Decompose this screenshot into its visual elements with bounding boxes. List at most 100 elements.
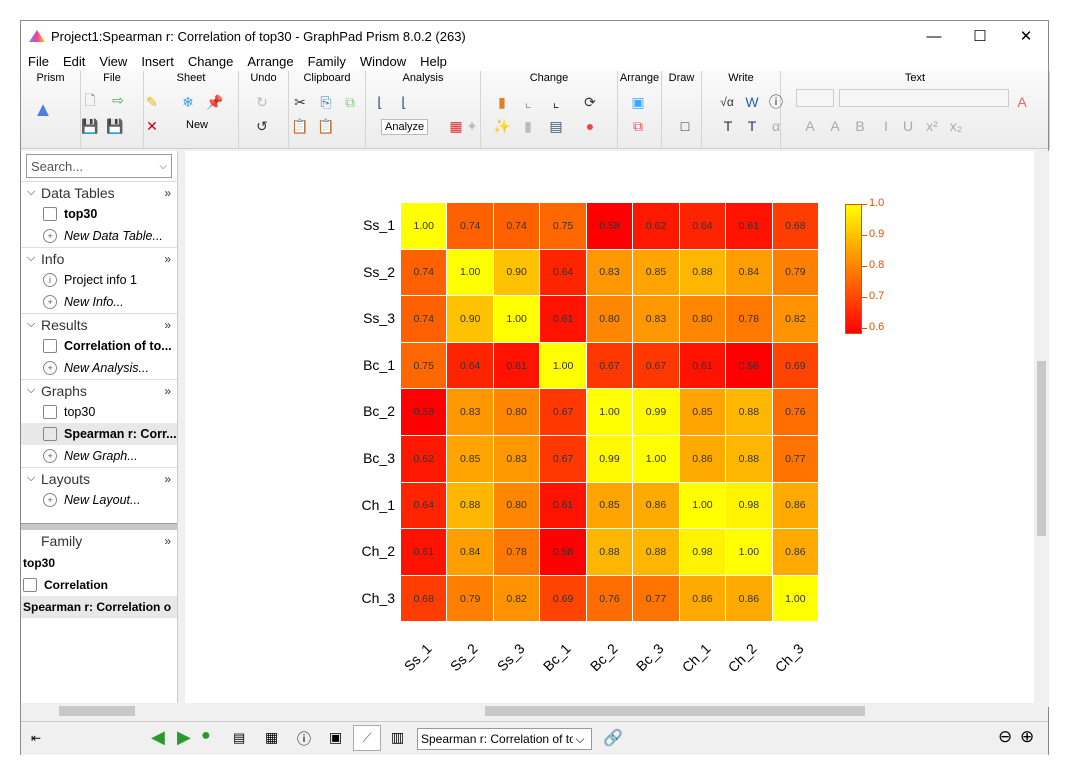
superscript-icon[interactable]: x² (926, 118, 938, 134)
new-sheet-button[interactable]: New (186, 119, 209, 131)
panel-splitter[interactable] (21, 523, 177, 530)
menu-window[interactable]: Window (359, 53, 407, 69)
collapse-icon[interactable]: » (164, 251, 171, 266)
paste-options-icon[interactable]: 📋 (317, 117, 335, 134)
section-info[interactable]: ⌵ Info » (21, 247, 177, 269)
sidebar-item[interactable]: + New Analysis... (21, 357, 177, 379)
rectangle-icon[interactable]: □ (680, 118, 690, 134)
menu-family[interactable]: Family (307, 53, 346, 69)
chevron-down-icon[interactable]: ⌵ (26, 252, 36, 264)
family-item[interactable]: top30 (21, 552, 177, 574)
new-file-icon[interactable]: 🗋 (84, 92, 96, 108)
text-box-icon[interactable]: T (747, 118, 757, 134)
vertical-scrollbar[interactable] (1034, 151, 1049, 707)
horizontal-scrollbar[interactable] (185, 703, 1034, 719)
analysis-2-icon[interactable]: ⌊ (401, 93, 407, 110)
zoom-in-icon[interactable]: ⊕ (1020, 727, 1035, 746)
sidebar-item[interactable]: + New Info... (21, 291, 177, 313)
paste-special-icon[interactable]: ⧉ (345, 93, 355, 110)
data-tables-tab-icon[interactable]: ▦ (265, 729, 279, 745)
font-family-select[interactable] (839, 89, 1009, 107)
minimize-button[interactable]: — (926, 27, 942, 45)
menu-arrange[interactable]: Arrange (247, 53, 294, 69)
collapse-icon[interactable]: » (164, 317, 171, 332)
graphs-tab-icon[interactable]: ⟋ (353, 725, 381, 751)
paste-icon[interactable]: 📋 (291, 117, 309, 134)
chevron-down-icon[interactable]: ⌵ (26, 318, 36, 330)
sidebar-hscrollbar[interactable] (21, 703, 178, 719)
axis-icon[interactable]: ⌞ (524, 93, 532, 110)
collapse-icon[interactable]: » (164, 471, 171, 486)
link-icon[interactable]: 🔗 (603, 730, 623, 747)
chevron-down-icon[interactable]: ⌵ (26, 384, 36, 396)
sidebar-item[interactable]: + New Layout... (21, 489, 177, 511)
maximize-button[interactable]: ☐ (973, 28, 987, 45)
close-button[interactable]: ✕ (1019, 28, 1033, 45)
menu-file[interactable]: File (28, 53, 49, 69)
sidebar-toggle-icon[interactable]: ⇤ (31, 731, 42, 745)
sidebar-item[interactable]: i Project info 1 (21, 269, 177, 291)
family-header[interactable]: Family » (21, 530, 177, 552)
menu-help[interactable]: Help (420, 53, 447, 69)
text-icon[interactable]: T (723, 118, 733, 134)
font-grow-icon[interactable]: A (805, 118, 815, 134)
font-size-select[interactable] (796, 89, 834, 107)
pin-icon[interactable]: 📌 (206, 93, 224, 110)
analyze-button[interactable]: Analyze (381, 119, 429, 135)
save-as-icon[interactable]: 💾 (106, 117, 124, 134)
sidebar-item[interactable]: Spearman r: Corr... (21, 423, 177, 445)
menu-view[interactable]: View (99, 53, 128, 69)
sidebar-item[interactable]: top30 (21, 401, 177, 423)
freeze-icon[interactable]: ❄ (182, 93, 194, 110)
menu-change[interactable]: Change (187, 53, 234, 69)
collapse-icon[interactable]: » (164, 383, 171, 398)
previous-sheet-icon[interactable]: ◀ (151, 727, 165, 747)
family-item[interactable]: Correlation (21, 574, 177, 596)
color-scheme-icon[interactable]: ● (585, 118, 595, 134)
save-icon[interactable]: 💾 (81, 117, 99, 134)
font-shrink-icon[interactable]: A (830, 118, 840, 134)
chevron-down-icon[interactable]: ⌵ (26, 186, 36, 198)
sidebar-item[interactable]: + New Data Table... (21, 225, 177, 247)
undo-icon[interactable]: ↺ (256, 117, 268, 134)
rotate-icon[interactable]: ⟳ (584, 93, 596, 110)
arrange-icon[interactable]: ▣ (631, 93, 645, 110)
family-item[interactable]: Spearman r: Correlation o (21, 596, 177, 618)
sheet-select[interactable]: Spearman r: Correlation of top3 ⌵ (417, 728, 592, 750)
find-sheet-icon[interactable]: ● (201, 727, 211, 744)
layouts-tab-icon[interactable]: ▥ (391, 729, 405, 745)
collapse-icon[interactable]: » (164, 534, 171, 548)
magic-icon[interactable]: ✨ (493, 117, 511, 134)
search-input[interactable]: Search... ⌵ (26, 154, 172, 178)
prism-menu-icon[interactable]: ▲ (33, 98, 53, 121)
gallery-icon[interactable]: ▤ (233, 730, 246, 745)
zoom-out-icon[interactable]: ⊖ (998, 727, 1013, 746)
wand-icon[interactable]: ✦ (466, 117, 478, 134)
change-graph-icon[interactable]: ▮ (498, 93, 506, 110)
cut-icon[interactable]: ✂ (294, 93, 306, 110)
table-icon[interactable]: ▦ (449, 117, 463, 134)
results-tab-icon[interactable]: ▣ (329, 729, 343, 745)
menu-insert[interactable]: Insert (141, 53, 174, 69)
bring-front-icon[interactable]: ⧉ (633, 117, 643, 134)
section-graphs[interactable]: ⌵ Graphs » (21, 379, 177, 401)
bold-icon[interactable]: B (855, 118, 865, 134)
subscript-icon[interactable]: x₂ (949, 118, 963, 134)
section-data-tables[interactable]: ⌵ Data Tables » (21, 181, 177, 203)
word-icon[interactable]: W (745, 94, 759, 110)
font-color-icon[interactable]: A (1017, 94, 1027, 110)
sidebar-item[interactable]: top30 (21, 203, 177, 225)
delete-icon[interactable]: ✕ (146, 117, 158, 134)
info-tab-icon[interactable]: ⓘ (297, 731, 311, 747)
format-icon[interactable]: ▮ (524, 117, 532, 134)
axes-icon[interactable]: ⌞ (552, 93, 560, 110)
import-icon[interactable]: ⇨ (112, 91, 124, 108)
sidebar-item[interactable]: Correlation of to... (21, 335, 177, 357)
underline-icon[interactable]: U (902, 118, 914, 134)
collapse-icon[interactable]: » (164, 185, 171, 200)
copy-icon[interactable]: ⎘ (320, 93, 332, 110)
sidebar-item[interactable]: + New Graph... (21, 445, 177, 467)
graph-format-icon[interactable]: ▤ (549, 117, 563, 134)
highlight-icon[interactable]: ✎ (146, 93, 158, 110)
sqrt-icon[interactable]: √α (720, 95, 734, 109)
